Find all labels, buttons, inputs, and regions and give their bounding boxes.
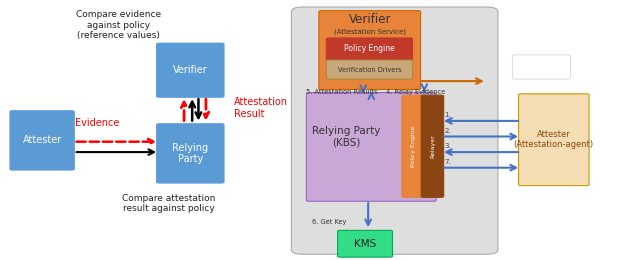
FancyBboxPatch shape (319, 11, 421, 89)
Text: Policy Engine: Policy Engine (344, 44, 395, 53)
Text: Compare attestation
result against policy: Compare attestation result against polic… (122, 194, 215, 213)
Text: 4. Relay Evidence: 4. Relay Evidence (386, 89, 445, 95)
Text: Verifier: Verifier (173, 65, 208, 75)
FancyBboxPatch shape (157, 43, 224, 97)
FancyBboxPatch shape (512, 55, 570, 79)
Text: 1.: 1. (444, 112, 451, 118)
FancyBboxPatch shape (326, 60, 412, 79)
Text: Relying Party
(KBS): Relying Party (KBS) (312, 126, 381, 147)
FancyBboxPatch shape (338, 230, 392, 257)
Text: Verifier: Verifier (348, 13, 391, 26)
Text: Attester: Attester (22, 135, 62, 145)
Text: Relying
Party: Relying Party (172, 142, 208, 164)
Text: KMS: KMS (354, 239, 376, 249)
Text: 3.: 3. (444, 143, 451, 150)
FancyBboxPatch shape (519, 94, 589, 186)
Text: Attester
(Attestation-agent): Attester (Attestation-agent) (514, 130, 594, 150)
Text: 6. Get Key: 6. Get Key (312, 218, 346, 225)
FancyBboxPatch shape (402, 95, 424, 197)
FancyBboxPatch shape (10, 111, 74, 170)
Text: Attestation
Result: Attestation Result (234, 97, 288, 119)
Text: Evidence: Evidence (74, 119, 119, 128)
FancyBboxPatch shape (291, 7, 498, 254)
Text: Policy Engine: Policy Engine (411, 126, 416, 167)
Text: Verification Drivers: Verification Drivers (338, 67, 401, 73)
Text: 2.: 2. (444, 128, 451, 134)
Text: 7.: 7. (444, 159, 451, 165)
Text: 5. Attestation Results: 5. Attestation Results (306, 89, 378, 95)
FancyBboxPatch shape (326, 38, 412, 60)
Text: (Attestation Service): (Attestation Service) (334, 28, 406, 35)
FancyBboxPatch shape (157, 124, 224, 183)
Text: Compare evidence
against policy
(reference values): Compare evidence against policy (referen… (76, 10, 161, 40)
FancyBboxPatch shape (421, 95, 444, 197)
Text: Relayer: Relayer (430, 134, 435, 158)
FancyBboxPatch shape (306, 93, 436, 201)
